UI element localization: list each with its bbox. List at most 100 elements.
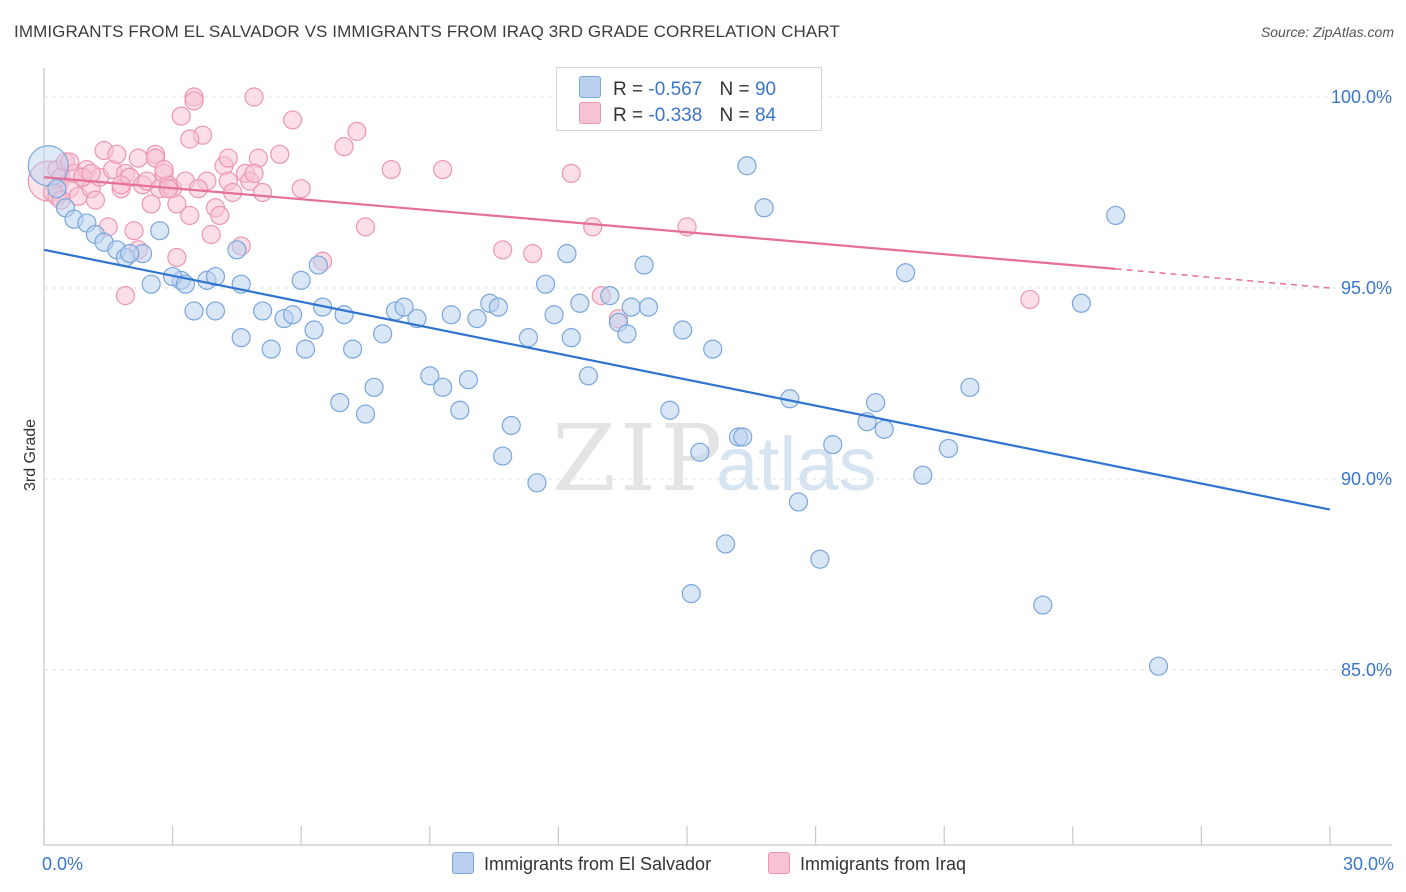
- iraq-point: [154, 159, 174, 180]
- legend-label-iraq: Immigrants from Iraq: [800, 854, 967, 874]
- r-value: -0.338: [648, 105, 703, 126]
- el-salvador-point: [638, 297, 659, 317]
- el-salvador-point: [896, 263, 916, 283]
- el-salvador-point: [690, 442, 710, 462]
- el-salvador-point: [737, 156, 757, 176]
- el-salvador-point: [938, 438, 959, 459]
- iraq-point: [493, 240, 513, 260]
- el-salvador-point: [291, 270, 311, 290]
- blue-swatch: [579, 76, 601, 98]
- el-salvador-point: [373, 324, 393, 344]
- el-salvador-point: [458, 370, 478, 390]
- el-salvador-point: [874, 419, 894, 439]
- el-salvador-point: [394, 297, 414, 317]
- el-salvador-point: [544, 305, 564, 325]
- iraq-points: [27, 87, 1040, 329]
- y-axis-label: 3rd Grade: [22, 419, 39, 491]
- el-salvador-point: [634, 255, 654, 275]
- iraq-point: [244, 163, 264, 183]
- el-salvador-point: [621, 297, 641, 317]
- iraq-point: [291, 179, 311, 199]
- el-salvador-point: [343, 339, 363, 359]
- stats-row-iraq: R = -0.338 N = 84: [579, 102, 776, 126]
- el-salvador-point: [578, 366, 599, 386]
- el-salvador-point: [330, 393, 350, 413]
- el-salvador-point: [535, 274, 556, 294]
- legend-item-iraq: Immigrants from Iraq: [768, 852, 966, 875]
- iraq-point: [115, 286, 136, 306]
- el-salvador-point: [518, 328, 538, 348]
- n-label: N =: [719, 79, 750, 100]
- iraq-point: [210, 205, 230, 226]
- iraq-point: [433, 159, 453, 180]
- iraq-point: [270, 144, 290, 164]
- iraq-point: [107, 144, 127, 164]
- el-salvador-point: [1106, 205, 1126, 226]
- iraq-point: [244, 87, 264, 107]
- y-tick-label: 90.0%: [1341, 469, 1392, 489]
- el-salvador-point: [433, 377, 453, 397]
- el-salvador-point: [754, 198, 774, 218]
- el-salvador-point: [364, 377, 384, 397]
- el-salvador-point: [823, 435, 843, 455]
- el-salvador-point: [120, 244, 140, 264]
- iraq-point: [334, 137, 354, 157]
- iraq-point: [1020, 289, 1040, 310]
- iraq-point: [184, 91, 204, 111]
- el-salvador-point: [420, 366, 440, 386]
- el-salvador-point: [810, 549, 830, 569]
- iraq-point: [167, 247, 187, 268]
- trend-lines: [43, 176, 1331, 511]
- x-tick-labels: 0.0% 30.0%: [42, 854, 1394, 874]
- legend-label-el-salvador: Immigrants from El Salvador: [484, 854, 712, 874]
- el-salvador-point: [703, 339, 723, 359]
- legend-pink-swatch: [768, 852, 790, 874]
- el-salvador-point: [441, 305, 461, 325]
- el-salvador-point: [600, 286, 620, 306]
- el-salvador-point: [407, 308, 427, 329]
- iraq-point: [60, 152, 80, 172]
- el-salvador-point: [47, 179, 67, 199]
- iraq-point: [355, 217, 376, 237]
- el-salvador-point: [488, 297, 508, 317]
- r-value: -0.567: [648, 79, 703, 100]
- iraq-point: [347, 121, 367, 141]
- r-label: R =: [613, 79, 644, 100]
- iraq-point: [381, 159, 401, 180]
- pink-swatch: [579, 102, 601, 124]
- el-salvador-point: [733, 427, 753, 447]
- stats-legend-box: R = -0.567 N = 90 R = -0.338 N = 84: [556, 67, 822, 131]
- el-salvador-point: [253, 301, 273, 321]
- el-salvador-point: [1148, 656, 1169, 676]
- el-salvador-point: [527, 473, 547, 493]
- iraq-point: [171, 106, 191, 126]
- el-salvador-point: [866, 393, 886, 413]
- el-salvador-point: [501, 415, 521, 436]
- el-salvador-point: [617, 324, 637, 344]
- el-salvador-point: [308, 255, 328, 275]
- legend-item-el-salvador: Immigrants from El Salvador: [452, 852, 711, 875]
- el-salvador-point: [788, 492, 809, 512]
- chart-source: Source: ZipAtlas.com: [1260, 24, 1394, 40]
- iraq-trend-line-extension: [1115, 268, 1331, 289]
- iraq-point: [218, 148, 238, 168]
- iraq-point: [283, 110, 303, 130]
- el-salvador-point: [227, 240, 247, 260]
- iraq-point: [583, 217, 603, 237]
- n-value: 84: [754, 105, 777, 126]
- el-salvador-point: [304, 320, 324, 340]
- el-salvador-point: [1033, 595, 1053, 615]
- iraq-point: [180, 129, 200, 149]
- iraq-point: [81, 163, 101, 183]
- el-salvador-point: [295, 339, 316, 359]
- el-salvador-point: [913, 465, 933, 485]
- watermark: ZIP atlas: [552, 405, 877, 512]
- el-salvador-point: [673, 320, 693, 340]
- stats-row-el-salvador: R = -0.567 N = 90: [579, 76, 776, 100]
- el-salvador-point: [681, 583, 701, 604]
- iraq-point: [180, 205, 200, 226]
- legend-blue-swatch: [452, 852, 474, 874]
- iraq-point: [523, 244, 543, 264]
- el-salvador-point: [960, 377, 980, 397]
